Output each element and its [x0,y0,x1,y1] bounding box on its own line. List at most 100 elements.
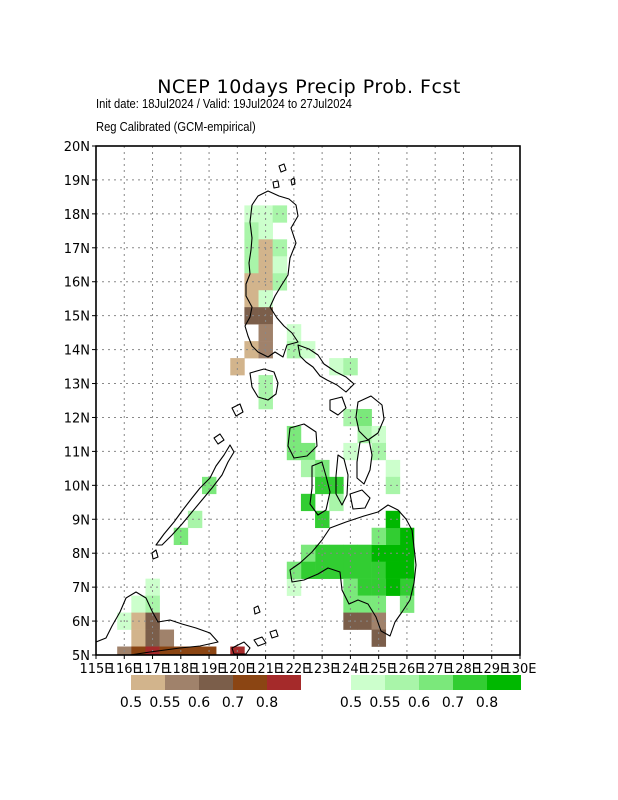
forecast-cell [272,256,288,274]
lon-tick-label: 119E [193,662,226,677]
forecast-cell [343,358,358,376]
lat-tick-label: 13N [64,378,90,393]
forecast-cell [357,408,372,427]
longitude-tick-labels: 115E116E117E118E119E120E121E122E123E124E… [79,655,537,677]
legend-swatch [199,675,233,690]
lon-tick-label: 121E [249,662,282,677]
lat-tick-label: 17N [64,242,90,257]
forecast-cell [399,561,415,579]
legend-label: 0.7 [222,695,244,711]
legend-label: 0.7 [442,695,464,711]
bohol-coastline [349,489,371,510]
forecast-cell [131,646,146,655]
lon-tick-label: 116E [108,662,141,677]
forecast-cell [300,561,316,579]
legend-swatch [351,675,385,690]
legend-swatch [453,675,487,690]
forecast-cell [272,273,288,291]
forecast-cell [343,578,358,596]
cagayan-islands [151,549,261,615]
lon-tick-label: 117E [136,662,169,677]
forecast-cell [385,476,401,495]
legend-label: 0.5 [340,695,362,711]
forecast-cell [357,544,372,562]
forecast-cell [315,459,330,478]
lat-tick-label: 8N [72,547,90,562]
bicol-coastline [297,344,355,393]
batanes-islands [272,163,296,189]
lon-tick-label: 118E [164,662,197,677]
forecast-cell [315,476,330,495]
lat-tick-label: 16N [64,276,90,291]
forecast-cell [258,392,273,410]
legend-label: 0.6 [408,695,430,711]
map-gridlines [96,146,520,655]
forecast-cell [300,459,316,478]
legend-label: 0.5 [120,695,142,711]
lon-tick-label: 115E [79,662,112,677]
lat-tick-label: 14N [64,344,90,359]
lon-tick-label: 123E [306,662,339,677]
forecast-cell [159,629,175,647]
legend-label: 0.6 [188,695,210,711]
lat-tick-label: 10N [64,479,90,494]
lat-tick-label: 12N [64,411,90,426]
lat-tick-label: 6N [72,615,90,630]
lon-tick-label: 128E [447,662,480,677]
forecast-cell [385,544,401,562]
map-title: NCEP 10days Precip Prob. Fcst [157,76,461,98]
masbate-coastline [329,396,347,416]
forecast-cell [258,256,273,274]
legend-swatch [165,675,199,690]
forecast-cell [357,595,372,613]
forecast-cell [300,341,316,359]
mindoro-coastline [249,368,279,401]
lat-tick-label: 15N [64,310,90,325]
lat-tick-label: 5N [72,649,90,664]
forecast-cell [343,442,358,461]
forecast-cell [357,612,372,630]
forecast-cell [399,578,415,596]
legend: 0.5 0.55 0.6 0.7 0.8 0.5 0.55 0.6 0.7 0.8 [120,675,521,711]
lat-tick-label: 19N [64,174,90,189]
palawan-coastline [155,444,235,546]
borneo-coastline [96,591,219,655]
forecast-cell [329,493,344,512]
forecast-cell [315,544,330,562]
lon-tick-label: 124E [334,662,367,677]
forecast-cell [145,595,160,613]
samar-coastline [355,395,385,441]
map-subtitle-dates: Init date: 18Jul2024 / Valid: 19Jul2024 … [96,96,352,111]
legend-swatch [385,675,419,690]
forecast-cell [357,561,372,579]
forecast-cell [357,578,372,596]
forecast-cell [244,256,259,274]
forecast-cell [272,239,288,257]
latitude-tick-labels: 5N 6N 7N 8N 9N 10N 11N 12N 13N 14N 15N 16N 17N 18N 19N… [64,140,96,664]
luzon-coastline [244,190,299,358]
forecast-cell [131,629,146,647]
map-frame [95,145,521,656]
forecast-cell [385,459,401,478]
lon-tick-label: 127E [419,662,452,677]
legend-swatch [267,675,301,690]
lon-tick-label: 120E [221,662,254,677]
calamian-islands [213,403,244,445]
lon-tick-label: 129E [475,662,508,677]
legend-label: 0.8 [256,695,278,711]
forecast-cell [244,290,259,308]
negros-coastline [309,461,331,516]
forecast-cell [244,341,259,359]
legend-label: 0.55 [369,695,400,711]
forecast-cell [385,561,401,579]
legend-swatch [131,675,165,690]
cebu-coastline [335,454,349,506]
lon-tick-label: 122E [277,662,310,677]
leyte-coastline [356,439,373,485]
forecast-cell [258,290,273,308]
legend-label: 0.8 [476,695,498,711]
lon-tick-label: 130E [503,662,536,677]
forecast-cell [187,510,203,529]
forecast-cell [371,561,387,579]
